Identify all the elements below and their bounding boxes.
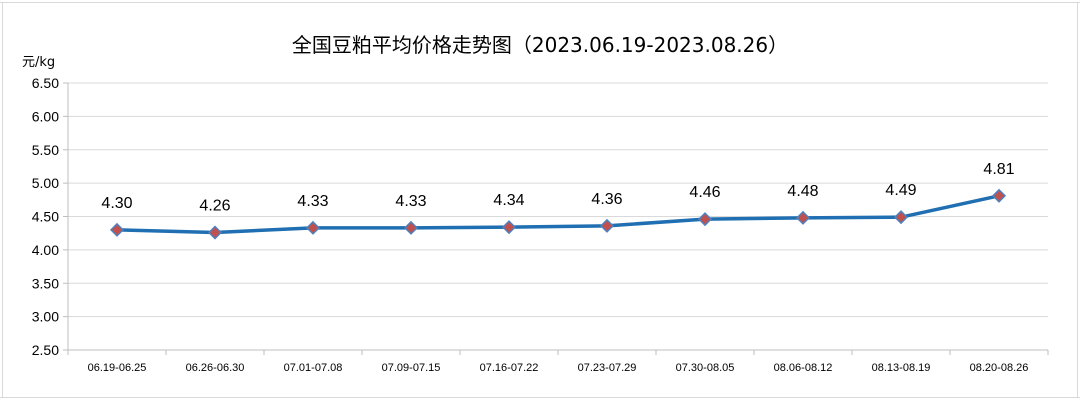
x-category-label: 08.13-08.19 (872, 362, 931, 374)
data-point-marker (403, 220, 419, 235)
data-label: 4.33 (395, 193, 426, 210)
data-point-marker (109, 222, 125, 237)
x-category-label: 07.16-07.22 (480, 362, 539, 374)
data-label: 4.34 (493, 192, 524, 209)
data-point-marker (207, 225, 223, 240)
x-category-label: 07.01-07.08 (284, 362, 343, 374)
frame-right-line (1077, 2, 1078, 398)
data-point-marker (697, 212, 713, 227)
x-category-label: 07.09-07.15 (382, 362, 441, 374)
data-label: 4.36 (591, 191, 622, 208)
y-tick-label: 2.50 (32, 342, 59, 358)
x-category-label: 06.26-06.30 (186, 362, 245, 374)
frame-left-line (2, 2, 3, 398)
x-category-label: 06.19-06.25 (88, 362, 147, 374)
data-point-marker (991, 188, 1007, 203)
data-label: 4.48 (787, 183, 818, 200)
y-tick-label: 5.00 (32, 175, 59, 191)
data-point-marker (305, 220, 321, 235)
y-tick-label: 4.50 (32, 209, 59, 225)
x-category-label: 08.20-08.26 (970, 362, 1029, 374)
data-label: 4.26 (199, 198, 230, 215)
data-point-marker (501, 220, 517, 235)
frame-bottom-line (0, 397, 1080, 398)
chart-title: 全国豆粕平均价格走势图（2023.06.19-2023.08.26） (292, 33, 788, 57)
data-label: 4.30 (101, 195, 132, 212)
x-category-label: 08.06-08.12 (774, 362, 833, 374)
y-axis-label: 元/kg (22, 55, 55, 70)
y-tick-label: 3.50 (32, 275, 59, 291)
data-point-marker (599, 218, 615, 233)
data-label: 4.81 (983, 161, 1014, 178)
data-point-marker (795, 210, 811, 225)
y-tick-label: 4.00 (32, 242, 59, 258)
data-label: 4.49 (885, 182, 916, 199)
x-category-label: 07.30-08.05 (676, 362, 735, 374)
y-tick-label: 6.50 (32, 75, 59, 91)
y-tick-label: 3.00 (32, 309, 59, 325)
data-point-marker (893, 210, 909, 225)
x-category-label: 07.23-07.29 (578, 362, 637, 374)
data-label: 4.33 (297, 193, 328, 210)
data-label: 4.46 (689, 184, 720, 201)
y-tick-label: 5.50 (32, 142, 59, 158)
y-tick-label: 6.00 (32, 108, 59, 124)
frame-top-line (0, 2, 1080, 3)
series-line (115, 194, 1001, 235)
